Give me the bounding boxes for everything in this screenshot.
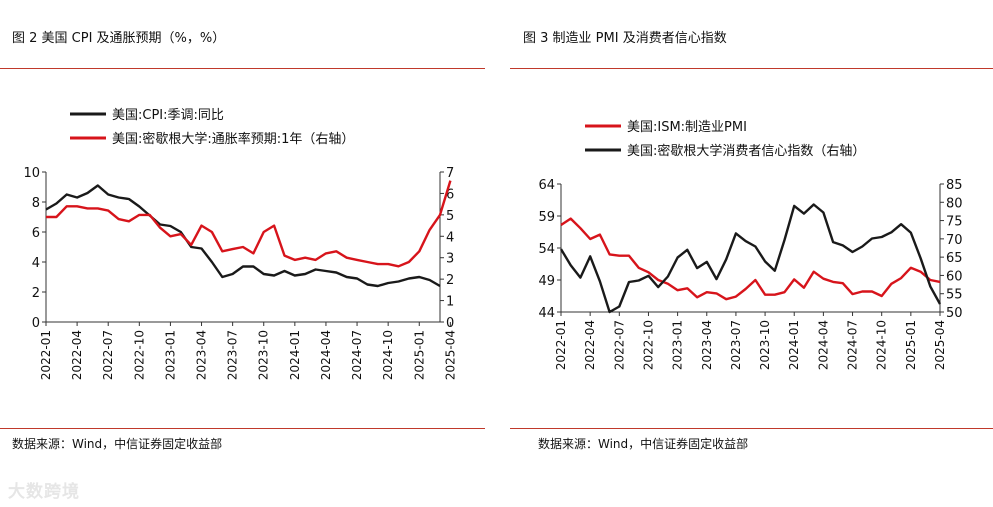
watermark-logo: 大数跨境 [8, 482, 80, 502]
x-tick-label: 2022-04 [70, 330, 84, 380]
x-tick-label: 2022-10 [641, 320, 655, 370]
right-tick-label: 80 [946, 196, 963, 211]
x-tick-label: 2023-10 [257, 330, 271, 380]
left-tick-label: 59 [538, 210, 555, 225]
series-line-2 [46, 180, 452, 268]
right-tick-label: 85 [946, 178, 963, 193]
x-tick-label: 2025-04 [443, 330, 457, 380]
x-tick-label: 2025-04 [933, 320, 947, 370]
x-tick-label: 2024-04 [319, 330, 333, 380]
x-tick-label: 2023-07 [226, 330, 240, 380]
right-tick-label: 55 [946, 288, 963, 303]
top-rule-left [0, 68, 485, 69]
figure-left-title: 图 2 美国 CPI 及通胀预期（%，%） [12, 31, 226, 46]
x-tick-label: 2023-04 [195, 330, 209, 380]
x-tick-label: 2023-01 [163, 330, 177, 380]
figure-right-source: 数据来源：Wind，中信证券固定收益部 [538, 437, 749, 451]
x-tick-label: 2022-01 [554, 320, 568, 370]
bottom-rule-right [510, 428, 993, 429]
x-tick-label: 2024-01 [787, 320, 801, 370]
x-tick-label: 2024-10 [381, 330, 395, 380]
left-tick-label: 54 [538, 242, 555, 257]
legend-label-1: 美国:CPI:季调:同比 [112, 108, 224, 123]
right-tick-label: 1 [446, 295, 454, 310]
x-tick-label: 2022-07 [101, 330, 115, 380]
legend-label-2: 美国:密歇根大学消费者信心指数（右轴） [627, 143, 865, 159]
x-tick-label: 2025-01 [412, 330, 426, 380]
figure-right-title: 图 3 制造业 PMI 及消费者信心指数 [523, 31, 727, 46]
x-tick-label: 2024-07 [350, 330, 364, 380]
left-tick-label: 6 [32, 226, 40, 241]
left-tick-label: 44 [538, 306, 555, 321]
right-tick-label: 50 [946, 306, 963, 321]
right-tick-label: 60 [946, 269, 963, 284]
chart-2: 44 49 54 59 64 50 55 60 65 70 75 80 85 2022-01 2022-04… [538, 120, 962, 370]
x-tick-label: 2023-07 [729, 320, 743, 370]
right-tick-label: 2 [446, 273, 454, 288]
x-tick-label: 2025-01 [904, 320, 918, 370]
x-tick-label: 2024-10 [875, 320, 889, 370]
figure-left-source: 数据来源：Wind，中信证券固定收益部 [12, 437, 223, 451]
x-tick-label: 2022-07 [612, 320, 626, 370]
x-tick-label: 2023-01 [671, 320, 685, 370]
left-tick-label: 8 [32, 196, 40, 211]
chart-1: 0246810012345672022-012022-042022-072022… [23, 108, 457, 380]
x-tick-label: 2024-07 [846, 320, 860, 370]
left-tick-label: 49 [538, 274, 555, 289]
right-tick-label: 4 [446, 230, 454, 245]
right-tick-label: 70 [946, 233, 963, 248]
right-tick-label: 7 [446, 166, 454, 181]
series-line-1 [560, 217, 941, 301]
x-tick-label: 2024-01 [288, 330, 302, 380]
right-tick-label: 5 [446, 209, 454, 224]
series-line-2 [559, 203, 942, 314]
top-rule-right [510, 68, 993, 69]
x-tick-label: 2023-10 [758, 320, 772, 370]
left-tick-label: 64 [538, 178, 555, 193]
legend-label-1: 美国:ISM:制造业PMI [627, 120, 747, 135]
left-tick-label: 4 [32, 256, 40, 271]
x-tick-label: 2022-04 [583, 320, 597, 370]
x-tick-label: 2022-01 [39, 330, 53, 380]
right-tick-label: 3 [446, 252, 454, 267]
right-tick-label: 65 [946, 251, 963, 266]
right-tick-label: 6 [446, 187, 454, 202]
x-tick-label: 2023-04 [700, 320, 714, 370]
left-tick-label: 0 [32, 316, 40, 331]
x-tick-label: 2022-10 [132, 330, 146, 380]
legend-label-2: 美国:密歇根大学:通胀率预期:1年（右轴） [112, 131, 354, 147]
bottom-rule-left [0, 428, 485, 429]
left-tick-label: 10 [23, 166, 40, 181]
left-tick-label: 2 [32, 286, 40, 301]
series-line-1 [45, 184, 441, 288]
right-tick-label: 75 [946, 215, 963, 230]
x-tick-label: 2024-04 [816, 320, 830, 370]
